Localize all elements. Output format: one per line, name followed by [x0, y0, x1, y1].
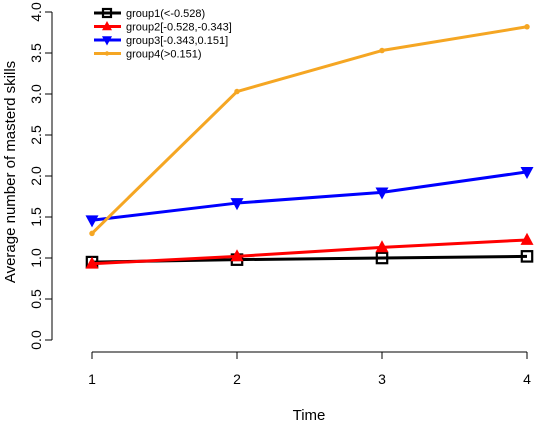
data-point [520, 232, 534, 245]
y-tick-label: 3.5 [28, 43, 44, 63]
y-tick-label: 0.0 [28, 330, 44, 350]
x-tick-label: 4 [523, 371, 531, 387]
series-group-4 [89, 24, 530, 237]
legend-label: group3[-0.343,0.151] [126, 35, 228, 47]
y-tick-label: 4.0 [28, 2, 44, 22]
x-tick-label: 2 [233, 371, 241, 387]
legend-item: group2[-0.528,-0.343] [94, 21, 232, 34]
series-line [90, 25, 528, 235]
x-axis-title: Time [293, 407, 326, 424]
data-point [520, 250, 534, 263]
data-point [520, 167, 534, 180]
data-point [234, 88, 240, 95]
series-group-2 [85, 232, 534, 269]
legend-label: group2[-0.528,-0.343] [126, 22, 232, 34]
legend-item: group3[-0.343,0.151] [94, 35, 228, 47]
legend-label: group1(<-0.528) [126, 8, 205, 20]
series-layer [85, 24, 534, 269]
x-tick-label: 1 [88, 371, 96, 387]
data-point [375, 240, 389, 253]
legend-swatch-marker [101, 7, 113, 19]
y-axis: 0.0 0.5 1.0 1.5 2.0 2.5 3.0 3.5 4.0 [28, 2, 53, 350]
data-point [85, 215, 99, 228]
series-line [91, 238, 528, 266]
legend-label: group4(>0.151) [126, 49, 202, 61]
data-point [230, 249, 244, 262]
legend-swatch-marker [104, 51, 110, 56]
y-tick-label: 2.0 [28, 166, 44, 186]
data-point [524, 24, 530, 30]
series-line [91, 170, 528, 222]
legend-swatch-marker [102, 36, 112, 46]
x-axis: 1 2 3 4 [88, 351, 531, 387]
legend: group1(<-0.528)group2[-0.528,-0.343]grou… [94, 7, 232, 61]
y-tick-label: 3.0 [28, 84, 44, 104]
y-axis-title: Average number of masterd skills [2, 61, 19, 283]
data-point [89, 230, 95, 237]
y-tick-label: 1.0 [28, 248, 44, 268]
data-point [375, 187, 389, 200]
data-point [85, 256, 99, 269]
data-point [375, 251, 389, 265]
legend-swatch-marker [102, 21, 112, 31]
y-tick-label: 1.5 [28, 207, 44, 227]
x-tick-label: 3 [378, 371, 386, 387]
series-group-3 [85, 167, 534, 228]
data-point [230, 198, 244, 211]
y-tick-label: 0.5 [28, 289, 44, 309]
legend-item: group1(<-0.528) [94, 7, 205, 20]
y-tick-label: 2.5 [28, 125, 44, 145]
data-point [379, 47, 385, 54]
legend-item: group4(>0.151) [94, 49, 202, 61]
